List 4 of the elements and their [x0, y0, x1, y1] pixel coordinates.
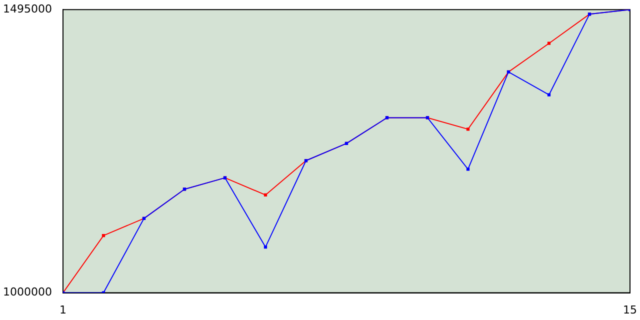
- y-tick-label: 1495000: [2, 2, 52, 16]
- x-tick-label: 1: [59, 303, 66, 316]
- x-tick-label: 15: [623, 303, 637, 316]
- y-tick-label: 1000000: [2, 286, 52, 299]
